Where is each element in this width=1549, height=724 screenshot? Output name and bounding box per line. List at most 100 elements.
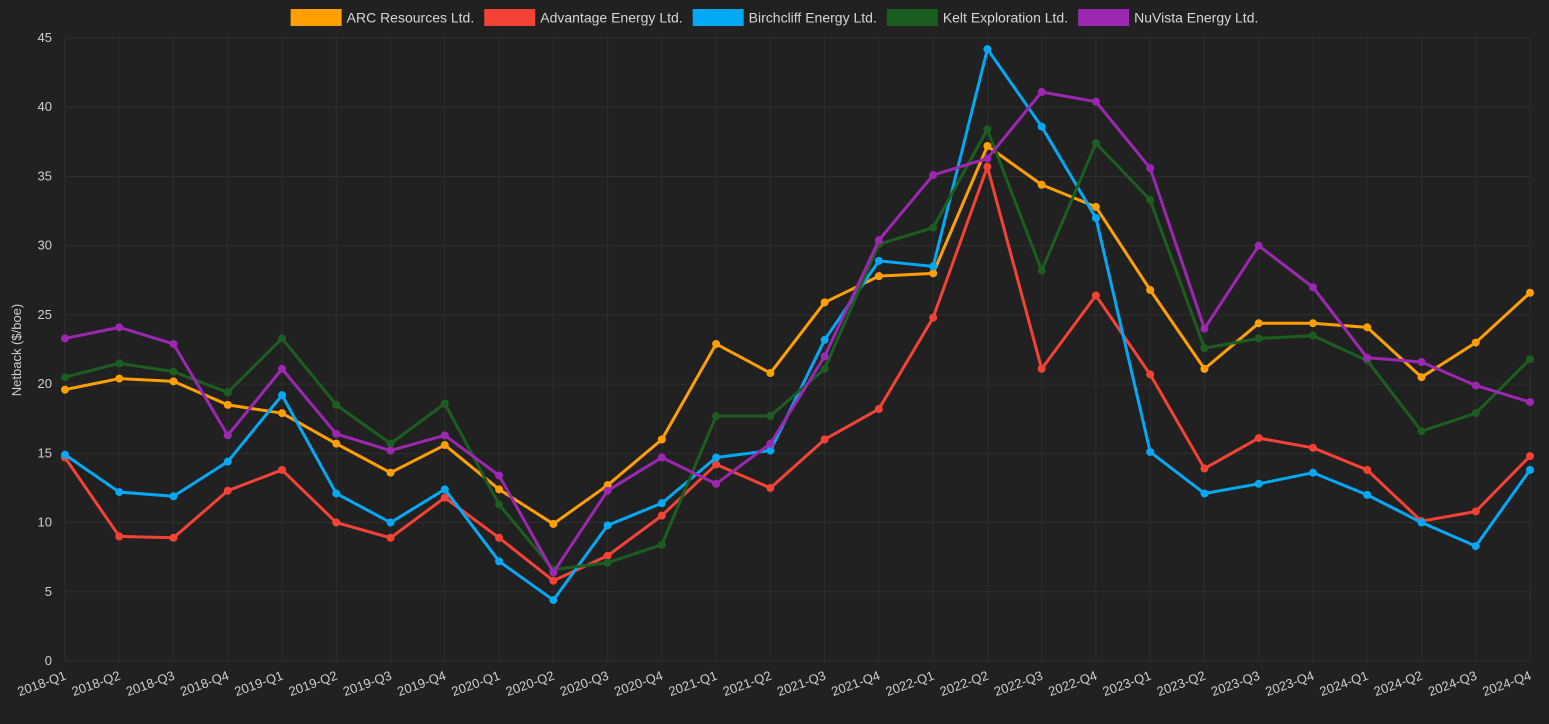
data-point[interactable] — [332, 439, 341, 448]
data-point[interactable] — [1471, 338, 1480, 347]
data-point[interactable] — [1308, 319, 1317, 328]
data-point[interactable] — [440, 441, 449, 450]
data-point[interactable] — [1146, 447, 1155, 456]
data-point[interactable] — [1254, 319, 1263, 328]
data-point[interactable] — [61, 385, 69, 394]
data-point[interactable] — [712, 453, 721, 462]
data-point[interactable] — [1363, 465, 1372, 474]
data-point[interactable] — [1471, 409, 1480, 418]
data-point[interactable] — [440, 431, 449, 440]
data-point[interactable] — [657, 435, 666, 444]
data-point[interactable] — [929, 171, 938, 180]
data-point[interactable] — [332, 518, 341, 527]
data-point[interactable] — [61, 373, 69, 382]
data-point[interactable] — [929, 262, 938, 271]
data-point[interactable] — [549, 568, 558, 577]
data-point[interactable] — [61, 334, 69, 343]
data-point[interactable] — [549, 596, 558, 605]
data-point[interactable] — [1417, 427, 1426, 436]
data-point[interactable] — [603, 481, 612, 490]
data-point[interactable] — [929, 223, 938, 232]
data-point[interactable] — [1526, 465, 1534, 474]
data-point[interactable] — [983, 125, 992, 134]
legend-item[interactable]: Advantage Energy Ltd. — [484, 9, 683, 26]
data-point[interactable] — [874, 236, 883, 245]
data-point[interactable] — [1146, 370, 1155, 379]
data-point[interactable] — [603, 558, 612, 567]
data-point[interactable] — [223, 388, 232, 397]
data-point[interactable] — [983, 162, 992, 171]
data-point[interactable] — [386, 468, 395, 477]
data-point[interactable] — [169, 377, 178, 386]
data-point[interactable] — [1308, 443, 1317, 452]
data-point[interactable] — [495, 500, 504, 509]
data-point[interactable] — [820, 335, 829, 344]
data-point[interactable] — [1091, 291, 1100, 300]
data-point[interactable] — [1254, 434, 1263, 443]
data-point[interactable] — [1146, 195, 1155, 204]
data-point[interactable] — [278, 334, 287, 343]
data-point[interactable] — [332, 429, 341, 438]
data-point[interactable] — [1363, 323, 1372, 332]
data-point[interactable] — [766, 369, 775, 378]
data-point[interactable] — [1091, 213, 1100, 222]
data-point[interactable] — [278, 409, 287, 418]
data-point[interactable] — [820, 435, 829, 444]
data-point[interactable] — [1526, 452, 1534, 461]
data-point[interactable] — [657, 453, 666, 462]
data-point[interactable] — [1091, 97, 1100, 106]
data-point[interactable] — [169, 492, 178, 501]
data-point[interactable] — [278, 364, 287, 373]
data-point[interactable] — [1363, 490, 1372, 499]
data-point[interactable] — [657, 511, 666, 520]
data-point[interactable] — [386, 439, 395, 448]
data-point[interactable] — [929, 269, 938, 278]
data-point[interactable] — [1146, 164, 1155, 173]
data-point[interactable] — [1091, 202, 1100, 211]
data-point[interactable] — [169, 367, 178, 376]
data-point[interactable] — [1308, 468, 1317, 477]
data-point[interactable] — [1037, 87, 1046, 96]
data-point[interactable] — [1037, 180, 1046, 189]
data-point[interactable] — [766, 439, 775, 448]
data-point[interactable] — [1037, 266, 1046, 275]
data-point[interactable] — [712, 479, 721, 488]
data-point[interactable] — [223, 400, 232, 409]
data-point[interactable] — [929, 313, 938, 322]
data-point[interactable] — [386, 518, 395, 527]
data-point[interactable] — [495, 557, 504, 566]
data-point[interactable] — [169, 533, 178, 542]
data-point[interactable] — [278, 465, 287, 474]
data-point[interactable] — [332, 400, 341, 409]
data-point[interactable] — [169, 339, 178, 348]
data-point[interactable] — [495, 471, 504, 480]
legend-item[interactable]: Birchcliff Energy Ltd. — [692, 9, 877, 26]
data-point[interactable] — [874, 272, 883, 281]
data-point[interactable] — [1471, 381, 1480, 390]
data-point[interactable] — [1037, 122, 1046, 131]
data-point[interactable] — [1254, 334, 1263, 343]
data-point[interactable] — [115, 323, 124, 332]
data-point[interactable] — [1526, 288, 1534, 297]
data-point[interactable] — [766, 446, 775, 455]
data-point[interactable] — [1200, 364, 1209, 373]
data-point[interactable] — [440, 485, 449, 494]
data-point[interactable] — [115, 532, 124, 541]
data-point[interactable] — [603, 551, 612, 560]
data-point[interactable] — [386, 533, 395, 542]
data-point[interactable] — [61, 450, 69, 459]
data-point[interactable] — [1308, 331, 1317, 340]
data-point[interactable] — [766, 411, 775, 420]
data-point[interactable] — [603, 521, 612, 530]
data-point[interactable] — [874, 256, 883, 265]
legend-item[interactable]: Kelt Exploration Ltd. — [886, 9, 1068, 26]
data-point[interactable] — [874, 405, 883, 414]
data-point[interactable] — [115, 488, 124, 497]
data-point[interactable] — [1417, 518, 1426, 527]
data-point[interactable] — [820, 364, 829, 373]
legend-item[interactable]: NuVista Energy Ltd. — [1078, 9, 1258, 26]
data-point[interactable] — [820, 352, 829, 361]
data-point[interactable] — [440, 399, 449, 408]
data-point[interactable] — [495, 485, 504, 494]
data-point[interactable] — [1146, 285, 1155, 294]
